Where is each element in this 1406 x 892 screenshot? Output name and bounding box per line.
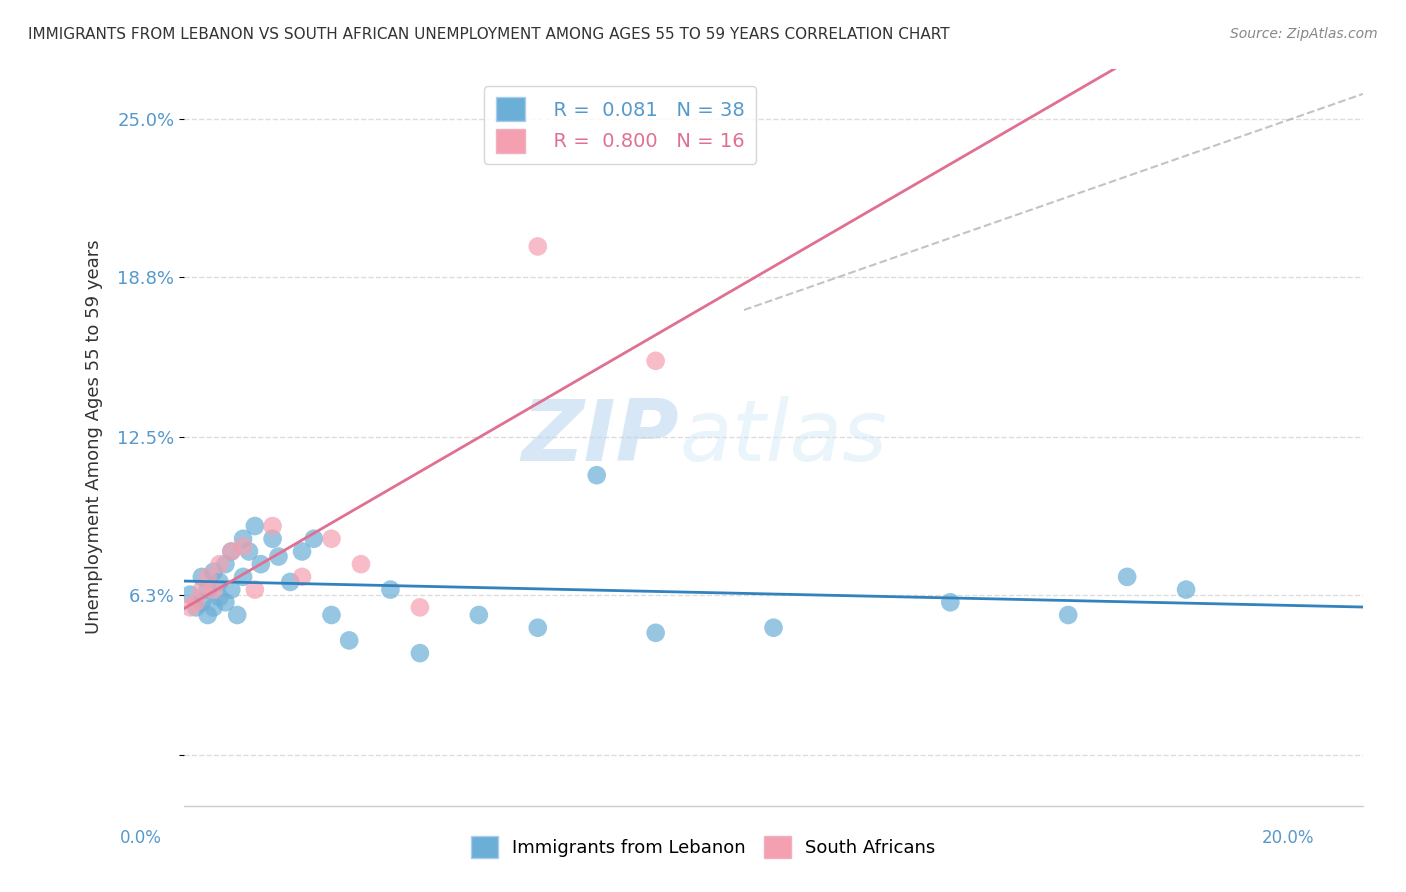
- Point: [208, 574, 231, 589]
- Point: [337, 633, 360, 648]
- Point: [179, 600, 201, 615]
- Point: [221, 544, 243, 558]
- Point: [214, 595, 236, 609]
- Legend:   R =  0.081   N = 38,   R =  0.800   N = 16: R = 0.081 N = 38, R = 0.800 N = 16: [485, 86, 756, 164]
- Point: [232, 532, 254, 546]
- Text: Source: ZipAtlas.com: Source: ZipAtlas.com: [1230, 27, 1378, 41]
- Point: [291, 570, 314, 584]
- Y-axis label: Unemployment Among Ages 55 to 59 years: Unemployment Among Ages 55 to 59 years: [86, 240, 103, 634]
- Point: [262, 532, 284, 546]
- Point: [191, 570, 214, 584]
- Point: [468, 607, 491, 622]
- Legend: Immigrants from Lebanon, South Africans: Immigrants from Lebanon, South Africans: [464, 829, 942, 865]
- Point: [526, 621, 548, 635]
- Point: [202, 565, 225, 579]
- Point: [267, 549, 290, 564]
- Text: ZIP: ZIP: [522, 395, 679, 479]
- Point: [191, 582, 214, 597]
- Point: [221, 544, 243, 558]
- Point: [762, 621, 785, 635]
- Point: [644, 625, 666, 640]
- Point: [1116, 570, 1139, 584]
- Point: [644, 354, 666, 368]
- Point: [262, 519, 284, 533]
- Text: 20.0%: 20.0%: [1263, 829, 1315, 847]
- Text: 0.0%: 0.0%: [120, 829, 162, 847]
- Point: [202, 600, 225, 615]
- Point: [526, 239, 548, 253]
- Point: [321, 607, 343, 622]
- Point: [179, 588, 201, 602]
- Point: [208, 557, 231, 571]
- Point: [197, 607, 219, 622]
- Point: [278, 574, 301, 589]
- Point: [202, 582, 225, 597]
- Point: [238, 544, 260, 558]
- Point: [1175, 582, 1198, 597]
- Point: [939, 595, 962, 609]
- Point: [232, 540, 254, 554]
- Text: IMMIGRANTS FROM LEBANON VS SOUTH AFRICAN UNEMPLOYMENT AMONG AGES 55 TO 59 YEARS : IMMIGRANTS FROM LEBANON VS SOUTH AFRICAN…: [28, 27, 949, 42]
- Text: atlas: atlas: [679, 395, 887, 479]
- Point: [409, 646, 432, 660]
- Point: [585, 468, 607, 483]
- Point: [191, 595, 214, 609]
- Point: [221, 582, 243, 597]
- Point: [350, 557, 373, 571]
- Point: [243, 582, 266, 597]
- Point: [243, 519, 266, 533]
- Point: [291, 544, 314, 558]
- Point: [184, 600, 207, 615]
- Point: [380, 582, 402, 597]
- Point: [197, 582, 219, 597]
- Point: [1057, 607, 1080, 622]
- Point: [226, 607, 249, 622]
- Point: [214, 557, 236, 571]
- Point: [197, 570, 219, 584]
- Point: [409, 600, 432, 615]
- Point: [321, 532, 343, 546]
- Point: [208, 591, 231, 605]
- Point: [249, 557, 271, 571]
- Point: [232, 570, 254, 584]
- Point: [184, 595, 207, 609]
- Point: [302, 532, 325, 546]
